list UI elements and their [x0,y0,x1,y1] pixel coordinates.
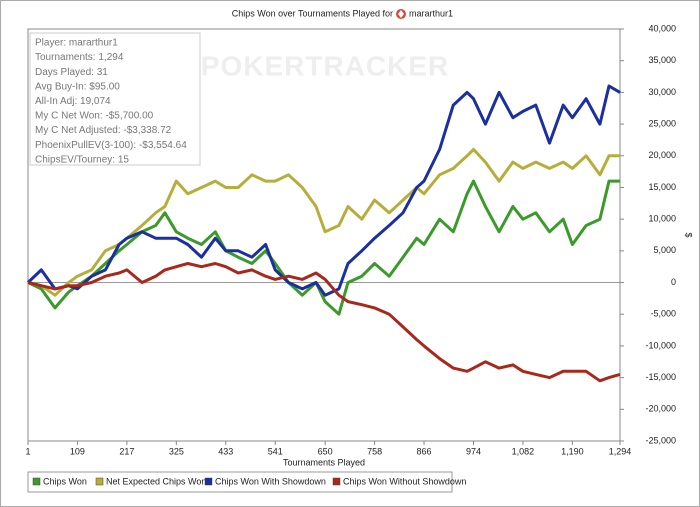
legend-label: Chips Won With Showdown [215,476,326,486]
y-tick-label: 35,000 [648,55,676,65]
legend-swatch [95,477,104,486]
info-line: Avg Buy-In: $95.00 [35,81,120,92]
x-tick-label: 1 [25,446,30,456]
x-tick-label: 325 [169,446,184,456]
legend-swatch [332,477,341,486]
chart-title: Chips Won over Tournaments Played for [232,8,393,18]
y-tick-label: -25,000 [645,435,676,445]
y-tick-label: 10,000 [648,214,676,224]
y-tick-label: 15,000 [648,182,676,192]
x-tick-label: 650 [318,446,333,456]
legend: Chips Won Net Expected Chips Won Chips Won… [27,471,466,493]
legend-label: Chips Won [43,476,87,486]
series-line [26,84,621,297]
x-tick-label: 1,190 [561,446,584,456]
x-tick-label: 866 [417,446,432,456]
x-tick-label: 1,294 [609,446,632,456]
legend-box [27,471,453,493]
info-line: ChipsEV/Tourney: 15 [35,154,129,165]
x-axis-label: Tournaments Played [283,457,365,467]
y-tick-label: 20,000 [648,150,676,160]
x-tick-label: 1,082 [512,446,535,456]
x-tick-label: 433 [218,446,233,456]
y-tick-label: -10,000 [645,340,676,350]
legend-label: Chips Won Without Showdown [343,476,466,486]
y-tick-label: 25,000 [648,118,676,128]
y-tick-label: 40,000 [648,23,676,33]
x-tick-label: 541 [268,446,283,456]
series-line [27,262,621,383]
info-line: My C Net Adjusted: -$3,338.72 [35,125,172,136]
x-tick-label: 217 [119,446,134,456]
x-tick-label: 974 [466,446,481,456]
x-tick-label: 109 [70,446,85,456]
player-icon [396,9,406,19]
y-tick-label: -5,000 [650,309,676,319]
info-line: PhoenixPullEV(3-100): -$3,554.64 [35,140,187,151]
legend-swatch [32,477,41,486]
info-line: Days Played: 31 [35,67,108,78]
legend-label: Net Expected Chips Won [106,476,206,486]
player-name: mararthur1 [409,8,453,18]
info-line: Tournaments: 1,294 [35,52,124,63]
plot-area [27,28,621,442]
y-tick-label: 0 [671,277,676,287]
watermark: POKERTRACKER [201,50,449,81]
info-line: Player: mararthur1 [35,38,118,49]
y-tick-label: 5,000 [653,245,676,255]
info-line: My C Net Won: -$5,700.00 [35,111,154,122]
info-line: All-In Adj: 19,074 [35,96,111,107]
y-tick-label: 30,000 [648,87,676,97]
y-axis-label: $ [684,232,694,237]
y-tick-label: -20,000 [645,404,676,414]
legend-swatch [204,477,213,486]
x-tick-label: 758 [367,446,382,456]
info-box [29,32,201,166]
y-tick-label: -15,000 [645,372,676,382]
series-line [27,179,620,316]
